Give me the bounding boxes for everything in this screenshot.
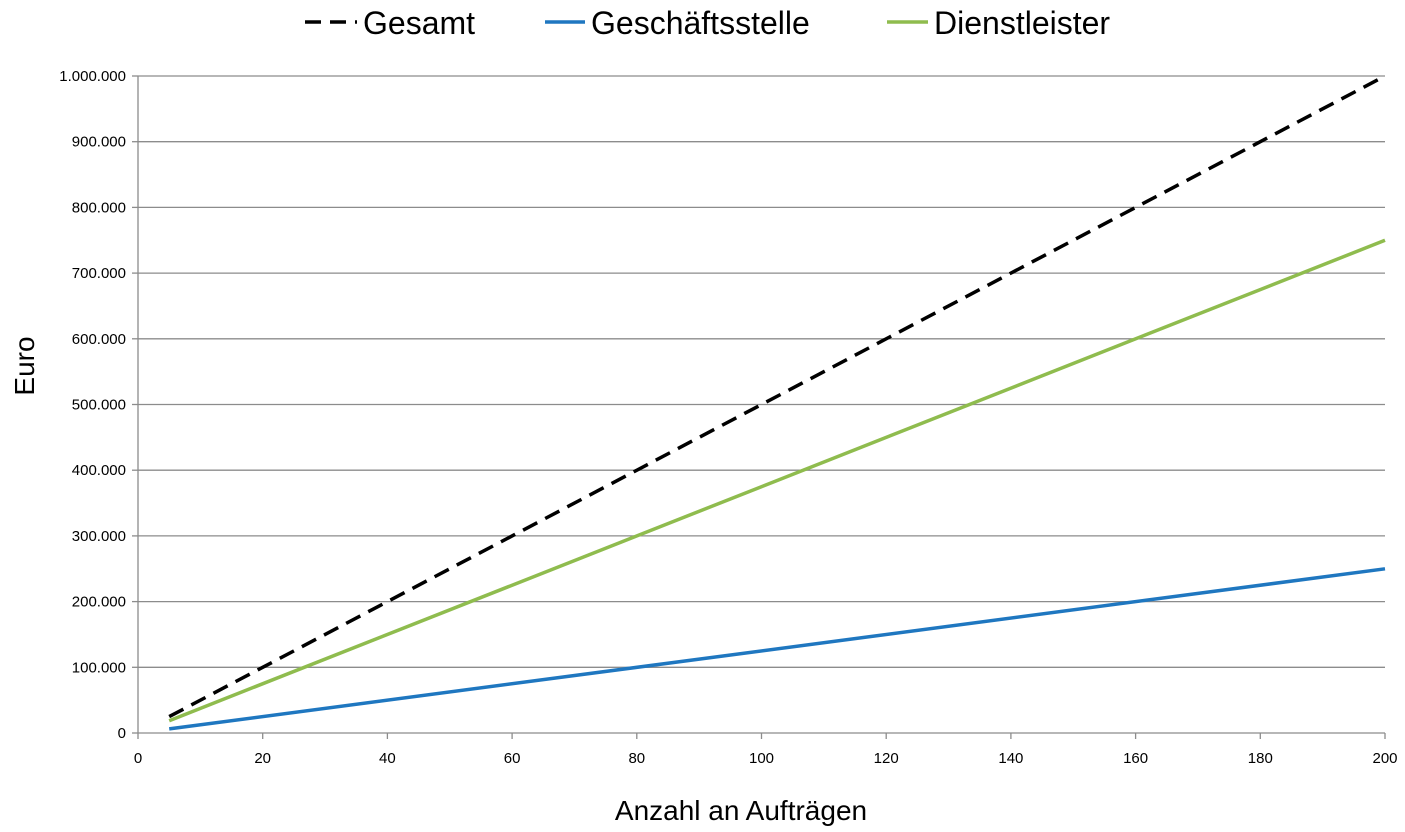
legend: Gesamt Geschäftsstelle Dienstleister (305, 5, 1110, 41)
x-tick-label: 160 (1123, 750, 1148, 767)
axes (132, 75, 1386, 739)
series-lines (168, 74, 1386, 731)
x-tick-label: 20 (254, 750, 271, 767)
y-tick-label: 0 (118, 725, 126, 742)
legend-label-dienstleister: Dienstleister (934, 5, 1110, 41)
legend-label-gesch-ftsstelle: Geschäftsstelle (591, 5, 810, 41)
x-tick-label: 100 (749, 750, 774, 767)
y-tick-label: 900.000 (72, 134, 126, 151)
gridlines (138, 75, 1385, 668)
y-tick-label: 500.000 (72, 397, 126, 414)
series-line-gesamt (168, 74, 1386, 719)
y-tick-label: 600.000 (72, 331, 126, 348)
y-tick-label: 100.000 (72, 659, 126, 676)
x-tick-label: 40 (379, 750, 396, 767)
x-tick-label: 60 (504, 750, 521, 767)
x-tick-label: 200 (1372, 750, 1397, 767)
y-tick-label: 300.000 (72, 528, 126, 545)
x-tick-label: 120 (874, 750, 899, 767)
legend-label-gesamt: Gesamt (363, 5, 475, 41)
series-line-dienstleister (168, 238, 1386, 723)
x-tick-label: 0 (134, 750, 142, 767)
x-tick-label: 140 (998, 750, 1023, 767)
y-tick-label: 400.000 (72, 462, 126, 479)
y-tick-label: 800.000 (72, 199, 126, 216)
y-tick-label: 200.000 (72, 594, 126, 611)
x-tick-label: 180 (1248, 750, 1273, 767)
y-tick-label: 1.000.000 (59, 68, 126, 85)
y-tick-label: 700.000 (72, 265, 126, 282)
x-axis-title: Anzahl an Aufträgen (615, 795, 867, 826)
tick-labels: 0 100.000 200.000 300.000 400.000 500.000 600.… (59, 68, 1397, 767)
x-tick-label: 80 (628, 750, 645, 767)
y-axis-title: Euro (9, 336, 40, 395)
series-line-gesch-ftsstelle (168, 567, 1386, 731)
